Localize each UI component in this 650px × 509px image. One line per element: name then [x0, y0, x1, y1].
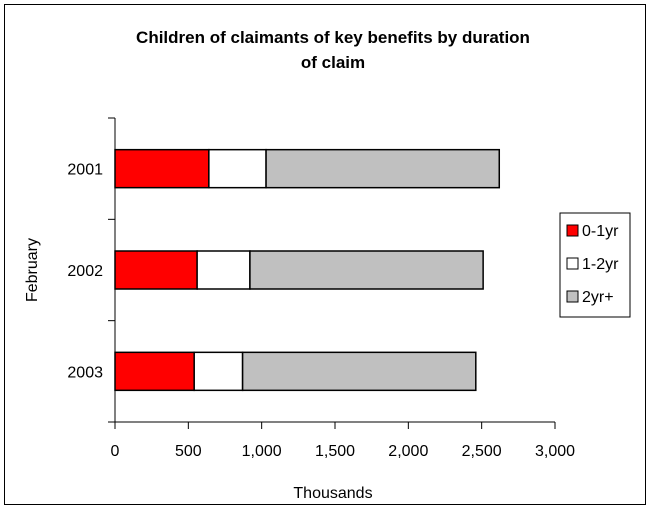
chart-title-line-2: of claim	[301, 53, 365, 72]
bar-2001-1-2yr	[208, 148, 267, 189]
legend-swatch-0-1yr	[566, 224, 579, 237]
bar-2002-2yr+	[249, 250, 484, 290]
y-axis-label: February	[24, 238, 41, 302]
x-tick-label-3000: 3,000	[535, 443, 575, 460]
bar-2001-2yr+	[265, 148, 501, 189]
x-tick-label-500: 500	[175, 443, 202, 460]
chart-title-line-1: Children of claimants of key benefits by…	[136, 28, 530, 47]
bar-2002-1-2yr	[196, 250, 251, 290]
x-axis-label: Thousands	[293, 485, 372, 502]
x-tick-label-1500: 1,500	[315, 443, 355, 460]
bar-2001-0-1yr	[114, 148, 210, 189]
x-tick-label-2500: 2,500	[462, 443, 502, 460]
y-tick-label-2001: 2001	[67, 162, 103, 179]
bar-2002-0-1yr	[114, 250, 198, 290]
bar-2003-0-1yr	[114, 351, 195, 392]
bar-2003-1-2yr	[193, 351, 244, 392]
x-tick-label-1000: 1,000	[242, 443, 282, 460]
axes-layer: 2001 2002 2003 0 500 1,000 1,500 2,000 2,500 3,00…	[67, 117, 575, 460]
y-tick-label-2002: 2002	[67, 263, 103, 280]
bars-layer	[114, 148, 501, 392]
legend-swatch-2yr+	[566, 290, 579, 303]
legend-label-1-2yr: 1-2yr	[582, 256, 619, 273]
bar-2003-2yr+	[241, 351, 477, 392]
legend-label-0-1yr: 0-1yr	[582, 223, 619, 240]
legend: 0-1yr 1-2yr 2yr+	[559, 212, 631, 318]
x-tick-label-2000: 2,000	[388, 443, 428, 460]
y-tick-label-2003: 2003	[67, 364, 103, 381]
legend-label-2yr+: 2yr+	[582, 289, 614, 306]
legend-swatch-1-2yr	[566, 257, 579, 270]
x-tick-label-0: 0	[111, 443, 120, 460]
